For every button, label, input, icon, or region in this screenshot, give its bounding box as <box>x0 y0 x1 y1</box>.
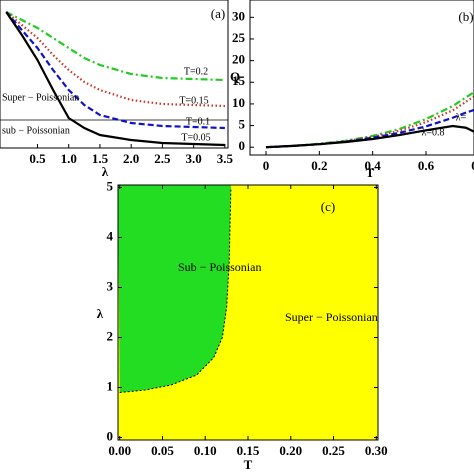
annotation: Super − Poissonian <box>2 92 79 103</box>
x-tick-label: 0.2 <box>311 158 327 173</box>
x-tick-label: 3.5 <box>217 151 234 166</box>
x-tick-label: 1.5 <box>92 151 109 166</box>
series-label: T=0.05 <box>181 132 210 143</box>
plot-area <box>0 11 228 147</box>
y-tick-label: 20 <box>232 52 245 67</box>
x-tick-label: 0.8 <box>471 158 474 173</box>
y-tick-label: 1 <box>107 378 114 393</box>
plot-frame <box>249 0 474 156</box>
x-tick-label: 0 <box>263 158 270 173</box>
x-tick-label: 0.4 <box>365 158 382 173</box>
plot-frame <box>0 0 229 149</box>
x-tick-label: 0.05 <box>151 443 174 458</box>
panel-label: (b) <box>458 9 473 24</box>
series-label: T=0.1 <box>186 116 210 127</box>
y-tick-label: 5 <box>239 117 246 132</box>
y-tick-label: 30 <box>232 8 245 23</box>
y-tick-label: 2 <box>107 328 114 343</box>
x-axis-label: T <box>366 165 375 180</box>
x-tick-label: 0.20 <box>279 443 302 458</box>
region <box>118 185 231 393</box>
series-line <box>5 11 225 147</box>
y-tick-label: 10 <box>232 95 245 110</box>
x-tick-label: 2.5 <box>154 151 171 166</box>
y-tick-label: 5 <box>107 178 114 193</box>
x-axis-label: λ <box>102 164 109 179</box>
plot-area <box>265 90 474 149</box>
annotation: sub − Poissonian <box>2 125 70 136</box>
y-axis-label: Q <box>230 69 240 84</box>
series-line <box>5 11 225 130</box>
x-tick-label: 0.10 <box>194 443 217 458</box>
panel-label: (a) <box>211 6 225 21</box>
plot-area <box>118 185 378 440</box>
region-label: Super − Poissonian <box>285 310 378 324</box>
y-tick-label: 4 <box>107 228 114 243</box>
x-tick-label: 3.0 <box>186 151 202 166</box>
y-tick-label: 15 <box>232 73 246 88</box>
series-label: λ=0.8 <box>422 127 445 138</box>
y-tick-label: 25 <box>232 30 246 45</box>
series-line <box>265 124 474 149</box>
x-tick-label: 2.0 <box>123 151 139 166</box>
x-tick-label: 0.25 <box>322 443 345 458</box>
x-tick-label: 1.0 <box>61 151 77 166</box>
x-tick-label: 0.00 <box>108 443 131 458</box>
y-tick-label: 0 <box>107 428 114 443</box>
y-tick-label: 0 <box>239 138 246 153</box>
x-tick-label: 0.6 <box>418 158 435 173</box>
series-label: T=0.2 <box>184 66 208 77</box>
region-label: Sub − Poissonian <box>178 260 261 274</box>
y-tick-label: 3 <box>107 278 114 293</box>
x-tick-label: 0.5 <box>29 151 46 166</box>
x-tick-label: 0.30 <box>365 443 388 458</box>
series-label: T=0.15 <box>179 95 208 106</box>
panel-label: (c) <box>321 199 335 214</box>
x-axis-label: T <box>244 457 253 472</box>
series-line <box>5 11 225 108</box>
series-line <box>5 11 225 82</box>
series-label: λ= <box>456 112 467 123</box>
x-tick-label: 0.15 <box>237 443 260 458</box>
y-axis-label: λ <box>97 306 104 321</box>
